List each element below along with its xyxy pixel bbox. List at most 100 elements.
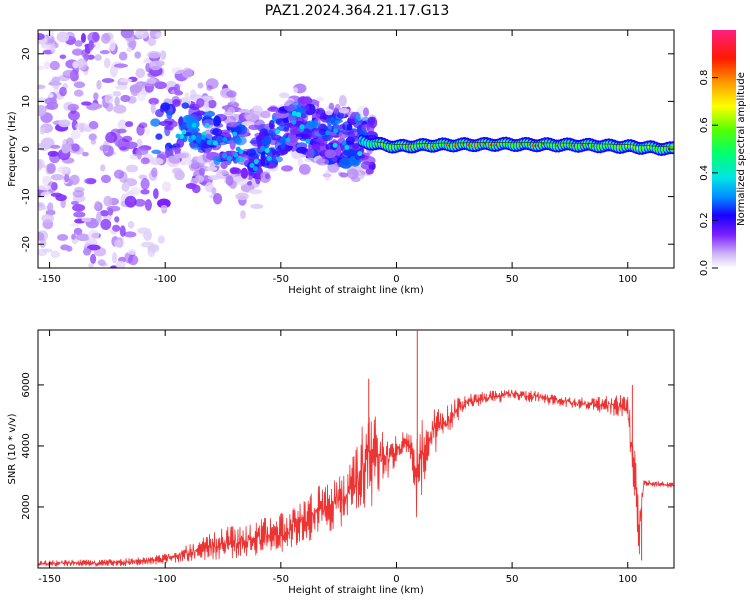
spectrogram-blob — [38, 65, 46, 71]
spectrogram-blob — [297, 157, 303, 167]
spectrogram-blob — [127, 248, 137, 255]
spectrogram-blob — [38, 164, 47, 169]
ridge-bright-spot — [232, 131, 238, 137]
spectrogram-blob — [100, 164, 106, 172]
spectrogram-blob — [96, 79, 102, 90]
spectrogram-blob — [71, 233, 77, 240]
x-tick-label: 0 — [393, 574, 399, 585]
spectrogram-blob — [123, 231, 137, 238]
ridge-bright-spot — [212, 140, 218, 146]
spectrogram-blob — [201, 95, 214, 101]
spectrogram-blob — [352, 142, 360, 149]
spectrogram-blob — [212, 128, 223, 136]
spectrogram-blob — [182, 114, 196, 124]
spectrogram-blob — [87, 31, 100, 43]
snr-frame — [37, 329, 675, 569]
spectrogram-blob — [103, 57, 111, 69]
spectrogram-blob — [99, 144, 111, 152]
spectrogram-blob — [60, 244, 70, 251]
spectrogram-blob — [59, 54, 67, 60]
x-tick-label: -150 — [38, 274, 61, 285]
spectrogram-blob — [69, 222, 81, 227]
spectrogram-blob — [99, 49, 110, 55]
spectrogram-blob — [342, 148, 357, 157]
spectrogram-blob — [38, 97, 46, 102]
spectrogram-blob — [264, 173, 270, 180]
spectrogram-blob — [112, 224, 121, 232]
spectrogram-blob — [119, 78, 133, 83]
spectrogram-blob — [114, 96, 120, 107]
spectrogram-blob — [73, 227, 83, 236]
spectrogram-blob — [301, 133, 311, 139]
x-tick-label: -50 — [273, 274, 289, 285]
ridge-bright-spot — [333, 128, 339, 134]
spectrogram-blob — [157, 198, 171, 209]
spectrogram-blob — [363, 107, 370, 117]
spectrogram-blob — [109, 65, 118, 78]
spectrogram-blob — [134, 198, 146, 207]
spectrogram-blob — [206, 166, 218, 171]
spectrogram-blob — [202, 106, 210, 113]
spectrogram-blob — [229, 167, 239, 175]
ridge-bright-spot — [341, 140, 347, 146]
spectrogram-blob — [220, 161, 228, 169]
spectrogram-blob — [99, 209, 109, 217]
spectrogram-blob — [241, 121, 254, 127]
spectrogram-blob — [155, 109, 164, 118]
x-tick-label: 100 — [618, 574, 637, 585]
spectrogram-blob — [308, 121, 321, 129]
spectrogram-blob — [226, 90, 237, 98]
ridge-bright-spot — [191, 134, 197, 140]
spectrogram-blob — [38, 84, 46, 90]
spectrogram-blob — [58, 119, 71, 128]
y-tick-label: 4000 — [21, 433, 32, 458]
spectrogram-blob — [39, 238, 47, 249]
colorbar-tick-label: 0.2 — [699, 212, 710, 228]
spectrogram-blob — [140, 189, 150, 195]
spectrogram-blob — [213, 156, 221, 166]
spectrogram-blob — [73, 81, 86, 89]
spectrogram-blob — [244, 111, 253, 120]
spectrogram-blob — [88, 133, 97, 141]
spectrogram-blob — [47, 150, 59, 157]
spectrogram-blob — [331, 156, 338, 162]
x-tick-label: -100 — [154, 274, 177, 285]
spectrogram-blob — [207, 99, 217, 109]
ridge-bright-spot — [191, 122, 197, 128]
spectrogram-blob — [100, 218, 112, 230]
spectrogram-blob — [113, 169, 125, 179]
spectrogram-blob — [41, 248, 53, 253]
colorbar-label: Normalized spectral amplitude — [736, 72, 747, 226]
spectrogram-blob — [260, 156, 266, 167]
colorbar-gradient — [712, 30, 736, 268]
spectrogram-y-axis-label: Frequency (Hz) — [7, 111, 18, 187]
ridge-bright-spot — [264, 148, 270, 154]
spectrogram-blob — [215, 135, 223, 143]
spectrogram-blob — [235, 124, 248, 135]
spectrogram-blob — [83, 127, 93, 133]
spectrogram-blob — [76, 233, 90, 242]
spectrogram-blob — [325, 108, 333, 116]
spectrogram-blob — [298, 164, 311, 175]
spectrogram-blob — [81, 217, 92, 222]
spectrogram-blob — [166, 155, 181, 168]
spectrogram-blob — [205, 182, 214, 193]
spectrogram-blob — [240, 167, 249, 179]
spectrogram-blob — [259, 132, 265, 140]
spectrogram-blob — [254, 172, 261, 185]
ridge-bright-spot — [235, 157, 241, 163]
spectrogram-blob — [51, 76, 60, 86]
spectrogram-blob — [339, 157, 353, 169]
spectrogram-blob — [147, 36, 157, 47]
spectrogram-blob — [136, 124, 145, 136]
spectrogram-blob — [160, 102, 171, 111]
spectrogram-blob — [213, 192, 223, 205]
spectrogram-blob — [203, 100, 210, 109]
spectrogram-blob — [202, 110, 216, 118]
spectrogram-blob — [194, 175, 205, 183]
spectrogram-blob — [195, 135, 202, 144]
spectrogram-blob — [70, 129, 81, 140]
spectrogram-blob — [227, 101, 239, 109]
spectrogram-y-ticks: -20 -10 0 10 20 — [21, 47, 674, 252]
